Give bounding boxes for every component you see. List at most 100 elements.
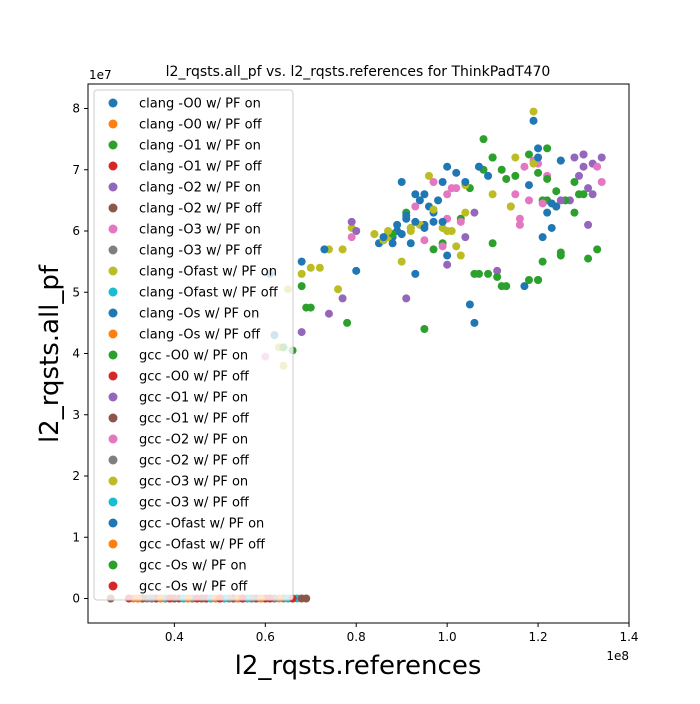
- data-point: [402, 294, 411, 303]
- data-point: [556, 156, 565, 165]
- legend-item: gcc -Ofast w/ PF off: [108, 538, 266, 553]
- data-point: [506, 202, 515, 211]
- y-axis-label: l2_rqsts.all_pf: [35, 264, 65, 443]
- legend-marker: [108, 203, 118, 213]
- data-point: [552, 202, 561, 211]
- data-point: [315, 263, 324, 272]
- x-tick-label: 0.8: [347, 630, 366, 644]
- data-point: [584, 184, 593, 193]
- data-point: [297, 269, 306, 278]
- data-point: [470, 208, 479, 217]
- legend-item: clang -O0 w/ PF off: [108, 118, 263, 133]
- data-point: [529, 107, 538, 116]
- data-point: [420, 236, 429, 245]
- data-point: [484, 171, 493, 180]
- data-point: [393, 220, 402, 229]
- data-point: [343, 318, 352, 327]
- data-point: [397, 230, 406, 239]
- data-point: [384, 227, 393, 235]
- legend-marker: [108, 119, 118, 129]
- data-point: [538, 257, 547, 266]
- legend-marker: [108, 455, 118, 465]
- data-point: [438, 217, 447, 226]
- data-point: [488, 190, 497, 199]
- series-14: [297, 150, 597, 337]
- legend-label: clang -Ofast w/ PF on: [139, 265, 277, 280]
- series-20: [379, 153, 561, 248]
- data-point: [584, 220, 593, 229]
- axis-ticks: 0.4 0.6 0.8 1.0 1.2 1.4 0 1 2 3 4 5 6 7 8: [72, 102, 638, 645]
- data-point: [429, 205, 438, 214]
- legend-marker: [108, 266, 118, 276]
- legend-marker: [108, 371, 118, 381]
- data-point: [452, 168, 461, 177]
- data-point: [570, 153, 579, 162]
- data-point: [497, 165, 506, 174]
- data-point: [520, 282, 529, 291]
- legend-item: clang -O1 w/ PF on: [108, 139, 261, 154]
- data-point: [484, 269, 493, 278]
- legend-label: clang -Os w/ PF on: [139, 307, 259, 322]
- data-point: [502, 282, 511, 291]
- legend-marker: [108, 182, 118, 192]
- series-10: [265, 116, 565, 340]
- y-tick-label: 4: [72, 347, 80, 361]
- data-point: [502, 174, 511, 183]
- legend-label: clang -O0 w/ PF off: [139, 118, 263, 133]
- data-point: [429, 178, 438, 186]
- x-axis-label: l2_rqsts.references: [235, 651, 482, 681]
- data-point: [493, 266, 502, 275]
- legend-marker: [108, 161, 118, 171]
- data-point: [456, 217, 465, 226]
- data-point: [524, 181, 533, 190]
- data-point: [579, 150, 588, 159]
- legend-marker: [108, 539, 118, 549]
- legend-marker: [108, 350, 118, 360]
- legend-item: clang -Ofast w/ PF off: [108, 286, 279, 301]
- data-point: [443, 251, 452, 260]
- x-tick-label: 1.4: [619, 630, 638, 644]
- data-point: [511, 190, 520, 199]
- data-point: [474, 269, 483, 278]
- x-tick-label: 1.2: [529, 630, 548, 644]
- legend-label: gcc -Ofast w/ PF on: [139, 517, 264, 532]
- data-point: [434, 196, 443, 205]
- data-point: [452, 242, 461, 251]
- data-point: [534, 153, 543, 162]
- legend-marker: [108, 224, 118, 234]
- data-point: [443, 162, 452, 171]
- legend-marker: [108, 560, 118, 570]
- data-point: [552, 187, 561, 196]
- data-point: [352, 266, 361, 275]
- legend-marker: [108, 518, 118, 528]
- legend-item: clang -Os w/ PF on: [108, 307, 259, 322]
- legend-label: gcc -O1 w/ PF on: [139, 391, 248, 406]
- data-point: [420, 190, 429, 199]
- y-tick-label: 8: [72, 102, 80, 116]
- legend-item: gcc -O0 w/ PF on: [108, 349, 248, 364]
- data-point: [474, 162, 483, 171]
- legend-label: gcc -O3 w/ PF on: [139, 475, 248, 490]
- legend-item: gcc -O1 w/ PF off: [108, 412, 250, 427]
- data-point: [574, 190, 583, 199]
- legend-item: gcc -Ofast w/ PF on: [108, 517, 264, 532]
- data-point: [511, 171, 520, 180]
- y-axis-offset-label: 1e7: [89, 68, 112, 82]
- data-point: [465, 300, 474, 309]
- data-point: [420, 325, 429, 333]
- data-point: [515, 214, 524, 223]
- y-tick-label: 1: [72, 530, 80, 544]
- legend-item: clang -O1 w/ PF off: [108, 160, 263, 175]
- data-point: [347, 217, 356, 226]
- data-point: [397, 257, 406, 266]
- data-point: [406, 227, 415, 235]
- data-point: [347, 233, 356, 242]
- series-6: [506, 159, 606, 223]
- legend-label: clang -O2 w/ PF off: [139, 202, 263, 217]
- data-point: [547, 223, 556, 232]
- series-22: [474, 153, 593, 291]
- legend-marker: [108, 392, 118, 402]
- data-point: [456, 251, 465, 260]
- data-point: [538, 199, 547, 208]
- legend-item: gcc -Os w/ PF on: [108, 559, 247, 574]
